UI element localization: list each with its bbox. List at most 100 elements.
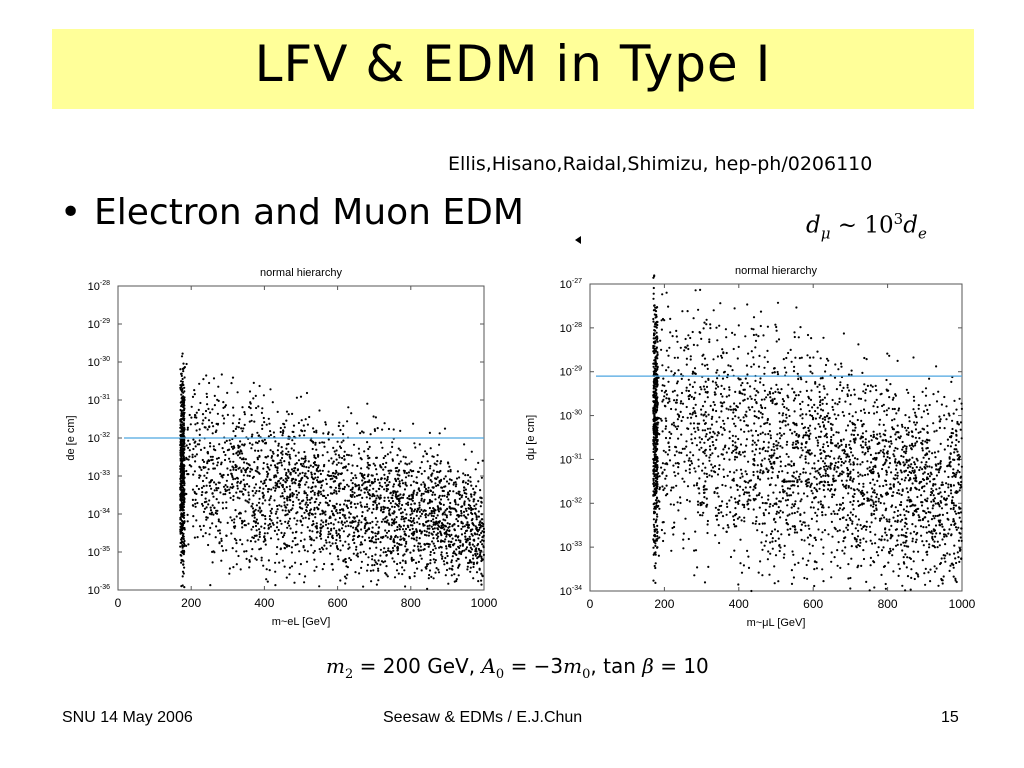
data-point bbox=[372, 462, 375, 465]
data-point bbox=[947, 483, 950, 486]
data-point bbox=[324, 423, 327, 426]
data-point bbox=[276, 516, 279, 519]
data-point bbox=[439, 507, 442, 510]
data-point bbox=[795, 306, 798, 309]
data-point bbox=[309, 464, 312, 467]
data-point bbox=[248, 560, 251, 563]
data-point bbox=[444, 525, 448, 528]
data-point bbox=[852, 438, 855, 441]
data-point bbox=[256, 467, 259, 470]
data-point bbox=[475, 547, 478, 550]
data-point bbox=[420, 532, 423, 535]
x-tick-label: 1000 bbox=[471, 596, 498, 610]
data-point bbox=[371, 520, 374, 523]
data-point bbox=[654, 473, 658, 476]
data-point bbox=[295, 496, 298, 499]
data-point bbox=[272, 431, 275, 434]
data-point bbox=[244, 499, 247, 502]
data-point bbox=[907, 391, 910, 394]
data-point bbox=[380, 466, 383, 469]
data-point bbox=[190, 405, 193, 408]
data-point bbox=[842, 530, 845, 533]
data-point bbox=[331, 512, 335, 515]
data-point bbox=[428, 498, 431, 502]
data-point bbox=[805, 413, 808, 416]
data-point bbox=[369, 569, 372, 572]
data-point bbox=[874, 384, 877, 387]
data-point bbox=[461, 481, 465, 484]
data-point bbox=[934, 524, 938, 527]
data-point bbox=[935, 400, 939, 403]
data-point bbox=[349, 488, 352, 492]
data-point bbox=[830, 560, 833, 563]
data-point bbox=[667, 380, 670, 383]
data-point bbox=[862, 485, 865, 488]
data-point bbox=[238, 497, 241, 500]
data-point bbox=[208, 425, 211, 428]
data-point bbox=[292, 424, 296, 427]
data-point bbox=[441, 555, 444, 558]
data-point bbox=[405, 540, 408, 543]
data-point bbox=[953, 474, 956, 477]
data-point bbox=[434, 509, 437, 512]
data-point bbox=[404, 545, 407, 548]
data-point bbox=[413, 502, 416, 505]
data-point bbox=[720, 410, 723, 413]
data-point bbox=[182, 563, 185, 566]
data-point bbox=[278, 461, 281, 464]
data-point bbox=[389, 537, 392, 541]
data-point bbox=[280, 456, 284, 460]
data-point bbox=[656, 546, 659, 549]
data-point bbox=[457, 524, 460, 528]
data-point bbox=[251, 476, 254, 479]
data-point bbox=[317, 494, 320, 497]
data-point bbox=[188, 443, 191, 446]
data-point bbox=[202, 465, 205, 469]
data-point bbox=[332, 475, 335, 478]
data-point bbox=[231, 547, 234, 550]
data-point bbox=[327, 533, 330, 536]
data-point bbox=[215, 525, 218, 528]
data-point bbox=[796, 531, 799, 534]
data-point bbox=[276, 485, 279, 488]
data-point bbox=[357, 447, 360, 450]
data-point bbox=[231, 486, 234, 489]
data-point bbox=[440, 522, 444, 525]
data-point bbox=[766, 558, 769, 561]
data-point bbox=[432, 515, 435, 518]
data-point bbox=[348, 516, 351, 519]
data-point bbox=[311, 524, 314, 527]
data-point bbox=[397, 552, 400, 556]
data-point bbox=[799, 500, 802, 503]
data-point bbox=[382, 508, 385, 511]
data-point bbox=[250, 528, 253, 531]
data-point bbox=[653, 540, 656, 544]
data-point bbox=[663, 487, 666, 490]
data-point bbox=[925, 500, 929, 503]
data-point bbox=[379, 509, 383, 512]
data-point bbox=[461, 494, 464, 497]
data-point bbox=[863, 497, 866, 501]
data-point bbox=[211, 561, 214, 564]
data-point bbox=[338, 529, 341, 532]
bullet-dot: • bbox=[60, 192, 82, 233]
data-point bbox=[288, 461, 291, 464]
data-point bbox=[274, 440, 277, 443]
data-point bbox=[203, 446, 206, 449]
data-point bbox=[869, 390, 872, 393]
data-point bbox=[469, 476, 472, 479]
data-point bbox=[683, 460, 686, 463]
data-point bbox=[383, 473, 386, 476]
data-point bbox=[788, 494, 791, 497]
data-point bbox=[770, 448, 773, 451]
data-point bbox=[399, 507, 403, 510]
data-point bbox=[342, 509, 345, 512]
data-point bbox=[918, 468, 921, 472]
data-point bbox=[396, 536, 399, 539]
data-point bbox=[656, 323, 659, 327]
data-point bbox=[789, 348, 792, 351]
data-point bbox=[454, 485, 457, 488]
data-point bbox=[837, 457, 840, 460]
data-point bbox=[351, 482, 354, 485]
data-point bbox=[846, 383, 849, 387]
